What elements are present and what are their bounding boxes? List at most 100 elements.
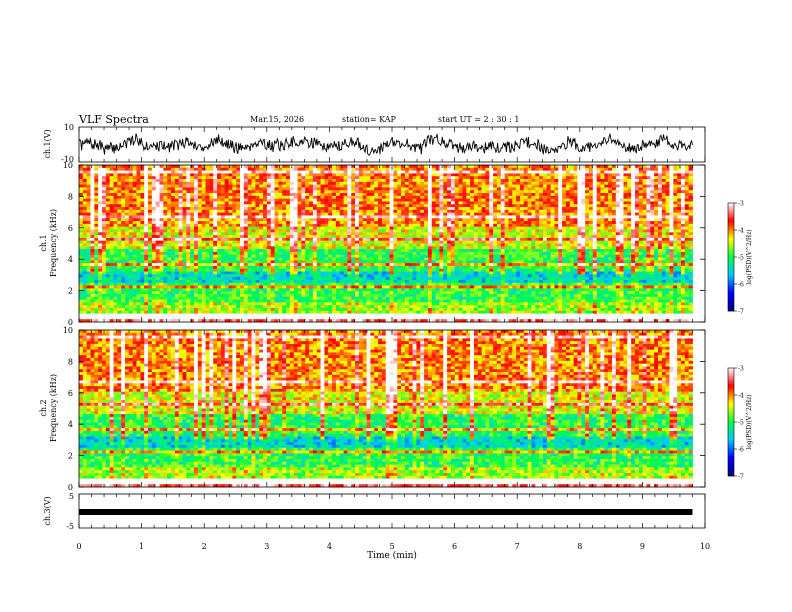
spectrogram-cell bbox=[466, 195, 471, 200]
spectrogram-cell bbox=[213, 223, 218, 228]
spectrogram-cell bbox=[435, 193, 440, 197]
spectrogram-cell bbox=[485, 190, 490, 194]
spectrogram-cell bbox=[389, 235, 394, 239]
spectrogram-cell bbox=[573, 235, 578, 239]
spectrogram-cell bbox=[278, 246, 283, 250]
spectrogram-cell bbox=[627, 243, 632, 247]
spectrogram-cell bbox=[677, 215, 682, 219]
spectrogram-cell bbox=[136, 198, 141, 202]
spectrogram-cell bbox=[539, 212, 544, 216]
spectrogram-cell bbox=[109, 226, 114, 230]
spectrogram-cell bbox=[324, 165, 329, 169]
spectrogram-cell bbox=[673, 221, 678, 225]
spectrogram-cell bbox=[194, 195, 199, 200]
spectrogram-cell bbox=[519, 209, 525, 214]
spectrogram-cell bbox=[358, 249, 364, 253]
spectrogram-cell bbox=[623, 204, 628, 208]
spectrogram-cell bbox=[102, 167, 107, 171]
spectrogram-cell bbox=[366, 184, 371, 188]
spectrogram-cell bbox=[140, 179, 145, 183]
spectrogram-cell bbox=[642, 212, 647, 216]
spectrogram-cell bbox=[374, 201, 379, 205]
spectrogram-cell bbox=[339, 167, 344, 171]
spectrogram-cell bbox=[259, 237, 264, 242]
spectrogram-cell bbox=[677, 221, 682, 225]
spectrogram-cell bbox=[343, 187, 348, 191]
spectrogram-cell bbox=[232, 209, 237, 214]
spectrogram-cell bbox=[470, 204, 475, 208]
spectrogram-cell bbox=[661, 232, 667, 236]
spectrogram-cell bbox=[102, 176, 107, 180]
spectrogram-cell bbox=[155, 181, 160, 186]
spectrogram-cell bbox=[638, 173, 644, 177]
spectrogram-cell bbox=[217, 218, 222, 222]
spectrogram-cell bbox=[489, 179, 494, 183]
spectrogram-cell bbox=[665, 223, 670, 228]
spectrogram-cell bbox=[554, 237, 559, 242]
spectrogram-cell bbox=[577, 235, 582, 239]
spectrogram-cell bbox=[247, 170, 252, 174]
spectrogram-cell bbox=[677, 235, 682, 239]
spectrogram-cell bbox=[416, 193, 421, 197]
spectrogram-cell bbox=[600, 187, 605, 191]
spectrogram-cell bbox=[251, 181, 256, 186]
spectrogram-cell bbox=[401, 240, 406, 244]
spectrogram-cell bbox=[631, 212, 636, 216]
spectrogram-cell bbox=[458, 235, 463, 239]
spectrogram-cell bbox=[297, 235, 302, 239]
spectrogram-cell bbox=[163, 198, 168, 202]
spectrogram-cell bbox=[128, 240, 134, 244]
spectrogram-cell bbox=[125, 167, 130, 171]
spectrogram-cell bbox=[251, 243, 256, 247]
spectrogram-cell bbox=[243, 165, 249, 169]
spectrogram-cell bbox=[355, 179, 360, 183]
spectrogram-cell bbox=[450, 240, 456, 244]
spectrogram-cell bbox=[339, 237, 344, 242]
spectrogram-cell bbox=[128, 209, 134, 214]
spectrogram-cell bbox=[79, 193, 84, 197]
spectrogram-cell bbox=[477, 179, 482, 183]
spectrogram-cell bbox=[443, 223, 448, 228]
spectrogram-cell bbox=[512, 170, 517, 174]
spectrogram-cell bbox=[435, 176, 440, 180]
spectrogram-cell bbox=[159, 218, 164, 222]
spectrogram-cell bbox=[240, 249, 245, 253]
spectrogram-cell bbox=[504, 165, 509, 169]
spectrogram-cell bbox=[105, 187, 111, 191]
spectrogram-cell bbox=[573, 195, 578, 200]
spectrogram-cell bbox=[205, 235, 210, 239]
spectrogram-cell bbox=[588, 190, 594, 194]
spectrogram-cell bbox=[389, 201, 394, 205]
spectrogram-cell bbox=[201, 165, 206, 169]
spectrogram-cell bbox=[600, 223, 605, 228]
spectrogram-cell bbox=[408, 223, 413, 228]
spectrogram-cell bbox=[343, 221, 348, 225]
spectrogram-cell bbox=[450, 221, 456, 225]
spectrogram-cell bbox=[657, 204, 663, 208]
spectrogram-cell bbox=[236, 187, 241, 191]
spectrogram-cell bbox=[220, 237, 226, 242]
spectrogram-cell bbox=[148, 165, 153, 169]
spectrogram-cell bbox=[539, 173, 544, 177]
spectrogram-cell bbox=[316, 201, 321, 205]
spectrogram-cell bbox=[320, 229, 325, 233]
spectrogram-cell bbox=[102, 207, 107, 211]
spectrogram-cell bbox=[247, 173, 252, 177]
spectrogram-cell bbox=[615, 181, 621, 186]
spectrogram-cell bbox=[355, 170, 360, 174]
spectrogram-cell bbox=[654, 173, 659, 177]
spectrogram-cell bbox=[581, 187, 586, 191]
spectrogram-cell bbox=[148, 195, 153, 200]
spectrogram-cell bbox=[424, 221, 429, 225]
spectrogram-cell bbox=[79, 212, 84, 216]
spectrogram-cell bbox=[82, 204, 88, 208]
spectrogram-cell bbox=[140, 223, 145, 228]
spectrogram-cell bbox=[243, 167, 249, 171]
ch1-waveform-line bbox=[78, 132, 693, 156]
spectrogram-cell bbox=[565, 218, 571, 222]
spectrogram-cell bbox=[232, 204, 237, 208]
spectrogram-cell bbox=[117, 251, 122, 256]
spectrogram-cell bbox=[435, 187, 440, 191]
spectrogram-cell bbox=[324, 246, 329, 250]
spectrogram-cell bbox=[489, 190, 494, 194]
